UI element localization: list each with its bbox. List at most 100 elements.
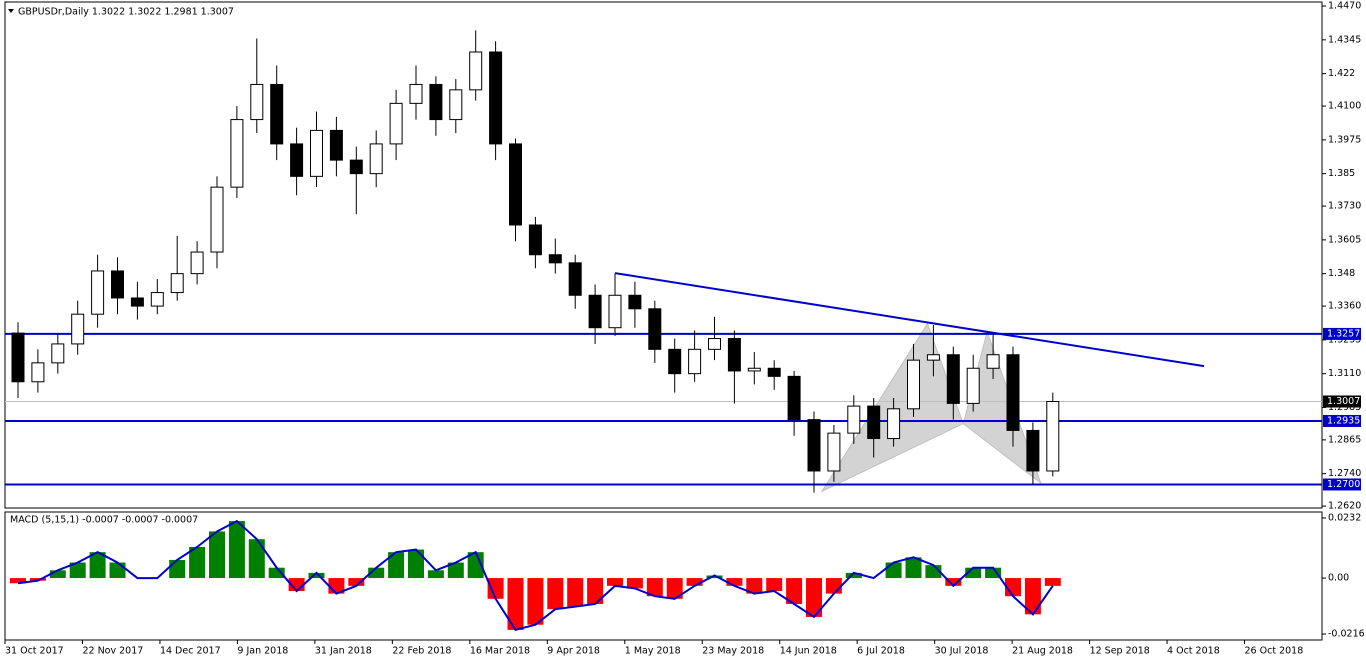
candle-body (329, 129, 343, 161)
macd-bar (726, 578, 743, 586)
x-tick-label: 6 Jul 2018 (857, 646, 905, 657)
candle-body (827, 432, 841, 472)
macd-bar (646, 578, 663, 597)
macd-bar (408, 549, 424, 579)
level-label: 1.2935 (1327, 415, 1360, 426)
candle-body (588, 294, 602, 329)
candle-body (926, 354, 940, 361)
candle-body (668, 348, 682, 375)
y-tick-label: 1.3360 (1328, 301, 1361, 312)
macd-bar (248, 539, 265, 579)
candle-body (1026, 429, 1040, 472)
macd-bar (308, 572, 325, 579)
main-pane (4, 1, 1323, 509)
candle-body (1006, 354, 1020, 431)
candle-body (230, 119, 244, 188)
candle-body (907, 359, 920, 410)
macd-bar (507, 578, 524, 630)
trend-line (614, 272, 1205, 368)
candle-body (170, 273, 184, 294)
macd-bar (607, 578, 623, 586)
macd-bar (368, 567, 385, 579)
macd-bar (1024, 578, 1041, 615)
macd-bar (487, 578, 504, 599)
macd-bar (686, 578, 703, 586)
y-tick-label: 1.348 (1328, 268, 1355, 279)
macd-bar (1044, 578, 1061, 586)
candle-body (608, 294, 622, 329)
candle-body (91, 270, 105, 315)
macd-bar (447, 562, 464, 579)
level-label: 1.3257 (1327, 328, 1360, 339)
macd-bar (587, 578, 604, 604)
x-tick-label: 4 Oct 2018 (1167, 646, 1220, 657)
macd-bar (965, 567, 982, 579)
candle-body (11, 332, 25, 383)
candle-body (807, 419, 821, 472)
x-tick-label: 26 Oct 2018 (1245, 646, 1304, 657)
candle-body (688, 348, 702, 375)
macd-bar (189, 546, 206, 579)
menu-arrow[interactable] (8, 9, 14, 13)
candle-body (847, 405, 861, 434)
macd-bar (467, 552, 484, 579)
x-tick-label: 21 Aug 2018 (1012, 646, 1073, 657)
y-tick-label: 1.3730 (1328, 201, 1361, 212)
candle-body (190, 251, 204, 275)
macd-title: MACD (5,15,1) -0.0007 -0.0007 -0.0007 (10, 515, 198, 526)
macd-line (17, 519, 1054, 632)
candle-body (747, 367, 761, 372)
candle-body (767, 367, 781, 377)
candle-body (787, 375, 801, 421)
candle-body (648, 308, 662, 350)
macd-bar (905, 557, 922, 579)
x-tick-label: 9 Apr 2018 (547, 646, 600, 657)
macd-bar (228, 521, 245, 579)
macd-bar (427, 570, 444, 579)
candle-body (150, 292, 164, 307)
macd-bar (706, 575, 723, 579)
candle-body (51, 343, 65, 364)
x-tick-label: 30 Jul 2018 (935, 646, 989, 657)
candle-body (210, 186, 224, 253)
candle-body (727, 338, 741, 372)
y-tick-label: 0.0232 (1328, 512, 1361, 523)
candle-body (31, 362, 45, 383)
candle-body (409, 83, 423, 104)
macd-bar (10, 578, 26, 584)
candle-body (867, 405, 881, 440)
candle-body (528, 224, 542, 256)
candle-body (429, 83, 443, 121)
y-tick-label: 1.3110 (1328, 368, 1361, 379)
y-tick-label: 1.4470 (1328, 1, 1361, 12)
y-tick-label: 1.385 (1328, 168, 1355, 179)
macd-bar (388, 552, 405, 579)
level-box (1323, 414, 1361, 427)
candle-body (509, 143, 522, 226)
y-tick-label: 1.4100 (1328, 101, 1361, 112)
candle-body (310, 129, 323, 177)
candle-body (548, 254, 562, 264)
x-tick-label: 31 Oct 2017 (5, 646, 64, 657)
y-tick-label: 1.2865 (1328, 434, 1361, 445)
y-tick-label: 1.2620 (1328, 501, 1361, 512)
candle-body (71, 313, 85, 345)
macd-bar (985, 567, 1002, 579)
macd-bar (945, 578, 962, 586)
macd-bar (885, 562, 902, 579)
macd-bar (348, 578, 365, 586)
candle-body (290, 143, 304, 177)
x-tick-label: 22 Feb 2018 (392, 646, 451, 657)
macd-bar (29, 578, 46, 581)
y-tick-label: 1.2740 (1328, 468, 1361, 479)
x-tick-label: 12 Sep 2018 (1090, 646, 1150, 657)
y-tick-label: 1.422 (1328, 68, 1355, 79)
candle-body (708, 338, 721, 350)
macd-bar (209, 531, 225, 579)
x-tick-label: 9 Jan 2018 (237, 646, 288, 657)
x-tick-label: 16 Mar 2018 (470, 646, 530, 657)
macd-bar (666, 578, 683, 599)
candle-body (489, 51, 503, 145)
macd-bar (746, 578, 763, 594)
